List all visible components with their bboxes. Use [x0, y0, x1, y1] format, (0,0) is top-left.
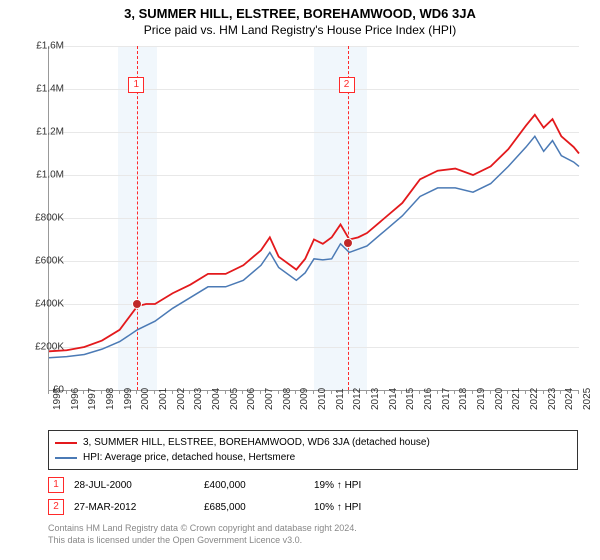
x-tick-label: 2008: [282, 388, 293, 410]
sale-marker-box: 2: [48, 499, 64, 515]
sale-pct: 10% ↑ HPI: [314, 502, 414, 513]
marker-dot: [132, 299, 142, 309]
x-tick-label: 2012: [352, 388, 363, 410]
plot-area: [48, 46, 579, 391]
footer-attribution: Contains HM Land Registry data © Crown c…: [48, 522, 578, 546]
y-tick-label: £400K: [20, 299, 64, 310]
sale-row: 2 27-MAR-2012 £685,000 10% ↑ HPI: [48, 496, 578, 518]
x-tick-label: 2011: [335, 388, 346, 410]
footer-line2: This data is licensed under the Open Gov…: [48, 534, 578, 546]
y-tick-label: £200K: [20, 342, 64, 353]
x-tick-label: 1996: [70, 388, 81, 410]
y-tick-label: £1.0M: [20, 170, 64, 181]
sale-price: £400,000: [204, 480, 304, 491]
line-series: [49, 46, 579, 390]
legend-label: 3, SUMMER HILL, ELSTREE, BOREHAMWOOD, WD…: [83, 435, 430, 450]
x-tick-label: 2016: [423, 388, 434, 410]
x-tick-label: 2013: [370, 388, 381, 410]
sale-price: £685,000: [204, 502, 304, 513]
sales-table: 1 28-JUL-2000 £400,000 19% ↑ HPI 2 27-MAR-201…: [48, 474, 578, 518]
x-tick-label: 1999: [123, 388, 134, 410]
y-tick-label: £600K: [20, 256, 64, 267]
x-tick-label: 1997: [87, 388, 98, 410]
x-tick-label: 2006: [246, 388, 257, 410]
x-tick-label: 2014: [388, 388, 399, 410]
x-tick-label: 2020: [494, 388, 505, 410]
x-tick-label: 1998: [105, 388, 116, 410]
sale-row: 1 28-JUL-2000 £400,000 19% ↑ HPI: [48, 474, 578, 496]
x-tick-label: 2021: [511, 388, 522, 410]
legend-label: HPI: Average price, detached house, Hert…: [83, 450, 295, 465]
x-tick-label: 2025: [582, 388, 593, 410]
legend-item: 3, SUMMER HILL, ELSTREE, BOREHAMWOOD, WD…: [55, 435, 571, 450]
legend-item: HPI: Average price, detached house, Hert…: [55, 450, 571, 465]
x-tick-label: 2003: [193, 388, 204, 410]
x-tick-label: 2019: [476, 388, 487, 410]
y-tick-label: £1.2M: [20, 127, 64, 138]
chart-container: 3, SUMMER HILL, ELSTREE, BOREHAMWOOD, WD…: [0, 0, 600, 560]
x-tick-label: 2007: [264, 388, 275, 410]
series-line: [49, 136, 579, 357]
series-line: [49, 115, 579, 351]
x-tick-label: 2023: [547, 388, 558, 410]
legend-swatch: [55, 457, 77, 459]
x-tick-label: 2002: [176, 388, 187, 410]
marker-box: 1: [128, 77, 144, 93]
legend-swatch: [55, 442, 77, 444]
y-tick-label: £1.6M: [20, 41, 64, 52]
x-tick-label: 2001: [158, 388, 169, 410]
x-tick-label: 2000: [140, 388, 151, 410]
chart-subtitle: Price paid vs. HM Land Registry's House …: [0, 21, 600, 41]
y-tick-label: £1.4M: [20, 84, 64, 95]
sale-marker-box: 1: [48, 477, 64, 493]
x-tick-label: 2010: [317, 388, 328, 410]
x-tick-label: 2015: [405, 388, 416, 410]
chart-title: 3, SUMMER HILL, ELSTREE, BOREHAMWOOD, WD…: [0, 0, 600, 21]
marker-box: 2: [339, 77, 355, 93]
y-tick-label: £800K: [20, 213, 64, 224]
x-tick-label: 2004: [211, 388, 222, 410]
x-tick-label: 2017: [441, 388, 452, 410]
marker-dot: [343, 238, 353, 248]
x-tick-label: 2009: [299, 388, 310, 410]
sale-pct: 19% ↑ HPI: [314, 480, 414, 491]
x-tick-label: 2018: [458, 388, 469, 410]
x-tick-label: 1995: [52, 388, 63, 410]
legend: 3, SUMMER HILL, ELSTREE, BOREHAMWOOD, WD…: [48, 430, 578, 470]
x-tick-label: 2024: [564, 388, 575, 410]
sale-date: 28-JUL-2000: [74, 480, 194, 491]
footer-line1: Contains HM Land Registry data © Crown c…: [48, 522, 578, 534]
x-tick-label: 2005: [229, 388, 240, 410]
x-tick-label: 2022: [529, 388, 540, 410]
sale-date: 27-MAR-2012: [74, 502, 194, 513]
